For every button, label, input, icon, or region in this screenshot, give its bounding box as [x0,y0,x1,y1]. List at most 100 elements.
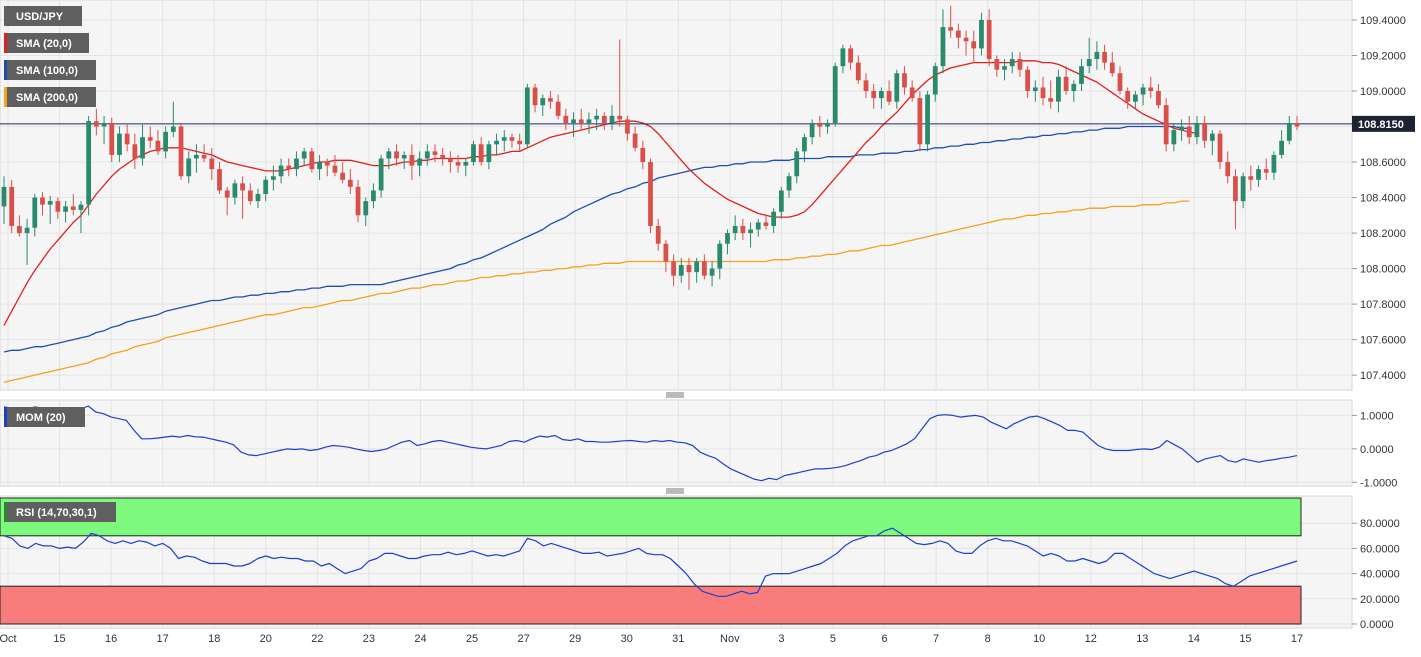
candle-up [540,98,546,106]
x-tick-label: 20 [260,633,272,645]
candle-up [270,176,276,180]
sma100-legend[interactable]: SMA (100,0) [4,60,96,80]
rsi-y-tick-label: 0.0000 [1360,619,1394,631]
candle-up [732,225,738,234]
candle-down [17,225,22,234]
candle-up [1009,59,1015,67]
y-tick-label: 108.0000 [1360,264,1406,276]
candle-down [132,144,138,159]
x-tick-label: 12 [1085,633,1097,645]
candle-down [1109,62,1115,74]
y-tick-label: 109.4000 [1360,15,1406,27]
candle-up [694,261,700,273]
momentum-legend-color-swatch [4,407,7,427]
candle-down [178,126,184,177]
candle-up [778,190,784,212]
candle-up [386,151,392,159]
momentum-legend-box [4,407,85,427]
candle-down [1248,176,1254,180]
sma100-line [3,125,1190,353]
sma100-legend-label: SMA (100,0) [16,65,78,77]
candle-up [925,94,930,145]
candle-up [1071,83,1077,92]
candle-down [1117,73,1123,92]
candle-up [417,158,422,166]
candle-up [32,197,38,228]
x-tick-label: 27 [517,633,529,645]
price-splitter-handle[interactable] [666,392,684,398]
candle-up [1094,51,1100,60]
sma20-legend[interactable]: SMA (20,0) [4,33,89,53]
rsi-line [3,527,1298,597]
candle-down [886,91,892,102]
candle-down [871,91,877,99]
candle-down [309,151,315,170]
candle-down [1163,105,1169,145]
legends: USD/JPY SMA (20,0) SMA (100,0) SMA (200,0) M… [4,6,116,522]
x-tick-label: 15 [1239,633,1251,645]
rsi-y-tick-label: 60.0000 [1360,543,1400,555]
candle-down [1294,122,1300,127]
x-tick-label: 30 [621,633,633,645]
candle-up [117,133,122,155]
candle-up [294,158,299,170]
candle-down [648,162,653,226]
candle-down [155,140,161,152]
x-tick-label: 16 [105,633,117,645]
candle-down [948,27,954,31]
candle-down [55,201,61,212]
candle-up [471,144,476,163]
candle-up [725,233,730,244]
current-price-tag [1352,115,1415,132]
rsi-overbought-band [0,497,1302,537]
candle-down [355,186,361,216]
candle-up [63,206,68,212]
candle-down [93,121,99,127]
candle-down [1017,59,1023,70]
candle-up [424,151,430,159]
sma100-legend-color-swatch [4,60,7,80]
candle-down [509,137,515,141]
candle-down [1125,91,1131,102]
candle-up [494,140,499,145]
x-tick-label: 6 [881,633,887,645]
candle-up [378,158,384,191]
momentum-series-line [3,405,1298,482]
candle-up [463,162,469,166]
momentum-splitter-handle[interactable] [666,488,684,494]
rsi-bands [0,497,1302,625]
candle-down [625,119,630,134]
candle-up [78,204,84,210]
candle-down [963,37,969,42]
candle-down [1040,87,1046,99]
candle-up [1,186,7,207]
candle-up [86,121,92,205]
x-tick-label: 22 [311,633,323,645]
candle-up [1079,66,1084,84]
candle-down [1233,176,1238,202]
rsi-legend-box [4,502,116,522]
candle-up [771,211,777,226]
candle-up [594,115,600,120]
x-tick-label: Nov [720,633,740,645]
candle-down [324,162,330,166]
rsi-legend[interactable]: RSI (14,70,30,1) [4,502,116,522]
candle-down [40,197,45,205]
sma200-legend[interactable]: SMA (200,0) [4,87,96,107]
candle-up [232,183,238,198]
candle-down [640,147,646,163]
candle-down [440,154,446,159]
candle-up [1086,59,1092,67]
candle-up [486,144,492,163]
candle-up [371,190,376,202]
symbol-legend[interactable]: USD/JPY [4,6,82,26]
candle-down [617,115,623,120]
momentum-legend[interactable]: MOM (20) [4,407,85,427]
candle-down [701,261,707,276]
symbol-legend-box [4,6,82,26]
candle-down [70,206,76,210]
candle-up [363,201,369,216]
x-tick-label: 24 [414,633,426,645]
candle-up [879,91,884,99]
